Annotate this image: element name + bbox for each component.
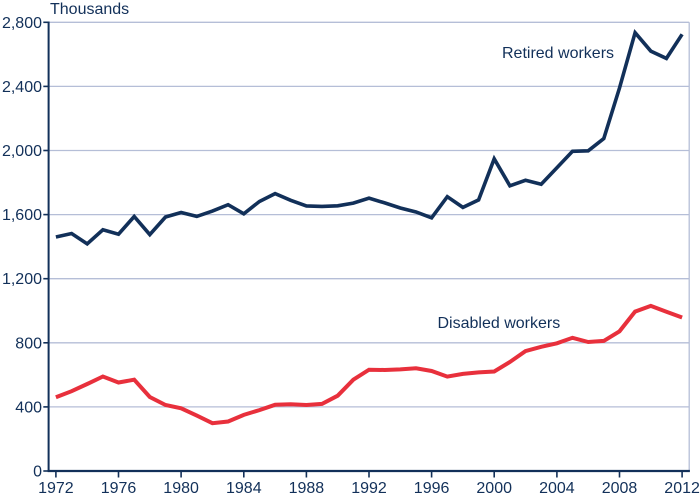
svg-text:1980: 1980 bbox=[163, 480, 199, 497]
svg-text:2004: 2004 bbox=[539, 480, 575, 497]
svg-text:Disabled workers: Disabled workers bbox=[438, 315, 561, 332]
svg-text:1992: 1992 bbox=[351, 480, 387, 497]
svg-text:1996: 1996 bbox=[414, 480, 450, 497]
svg-text:2008: 2008 bbox=[602, 480, 638, 497]
svg-text:800: 800 bbox=[15, 335, 42, 352]
svg-text:1,600: 1,600 bbox=[2, 207, 42, 224]
svg-text:2,000: 2,000 bbox=[2, 143, 42, 160]
svg-text:2000: 2000 bbox=[476, 480, 512, 497]
svg-text:Retired workers: Retired workers bbox=[502, 45, 614, 62]
svg-text:0: 0 bbox=[33, 464, 42, 481]
svg-text:1988: 1988 bbox=[289, 480, 325, 497]
svg-text:2,800: 2,800 bbox=[2, 15, 42, 32]
svg-text:1976: 1976 bbox=[101, 480, 137, 497]
svg-text:1984: 1984 bbox=[226, 480, 262, 497]
svg-text:Thousands: Thousands bbox=[50, 1, 129, 18]
svg-text:1972: 1972 bbox=[38, 480, 74, 497]
svg-text:1,200: 1,200 bbox=[2, 271, 42, 288]
svg-text:2,400: 2,400 bbox=[2, 79, 42, 96]
svg-text:2012: 2012 bbox=[664, 480, 700, 497]
svg-text:400: 400 bbox=[15, 399, 42, 416]
